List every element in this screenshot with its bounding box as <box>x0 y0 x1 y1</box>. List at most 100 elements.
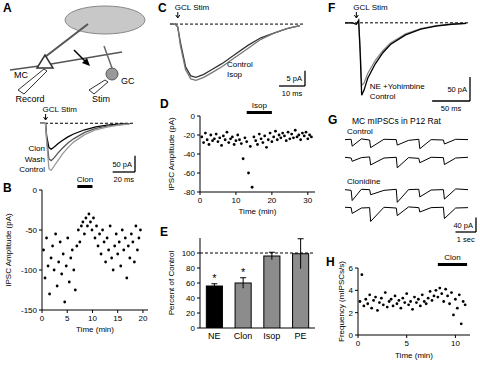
data-point <box>417 298 420 301</box>
data-point <box>419 305 422 308</box>
scale-bar-y <box>304 71 305 86</box>
x-tick-label: 20 <box>138 314 147 323</box>
figure: AMCGCRecordStimClonWashControlGCL Stim50… <box>0 0 480 372</box>
data-point <box>242 157 245 160</box>
category-label: PE <box>295 331 307 341</box>
x-tick <box>455 335 456 338</box>
data-point <box>253 136 256 139</box>
data-point <box>269 132 272 135</box>
trace <box>345 139 468 149</box>
panel-letter: F <box>328 1 335 15</box>
data-point <box>378 301 381 304</box>
series-label: Control <box>370 92 396 101</box>
data-point <box>119 265 122 268</box>
scale-label: 50 pA <box>112 160 132 169</box>
baseline <box>345 22 470 23</box>
data-point <box>462 300 465 303</box>
data-point <box>91 229 94 232</box>
x-tick <box>142 310 143 313</box>
data-point <box>278 134 281 137</box>
trace <box>345 20 466 95</box>
data-point <box>244 136 247 139</box>
data-point <box>256 143 259 146</box>
scale-label: 40 pA <box>453 221 473 230</box>
gc-soma <box>106 68 118 80</box>
data-point <box>66 237 69 240</box>
data-point <box>204 132 207 135</box>
y-tick <box>197 328 200 329</box>
mc-soma <box>37 55 53 68</box>
data-point <box>305 131 308 134</box>
data-point <box>261 141 264 144</box>
data-point <box>407 303 410 306</box>
data-point <box>287 131 290 134</box>
data-point <box>213 137 216 140</box>
data-point <box>415 301 418 304</box>
data-point <box>405 292 408 295</box>
data-point <box>444 288 447 291</box>
data-point <box>77 229 80 232</box>
arrow <box>74 50 86 62</box>
scale-bar-y <box>469 77 470 101</box>
data-point <box>380 297 383 300</box>
data-point <box>283 135 286 138</box>
data-point <box>103 241 106 244</box>
data-point <box>122 249 125 252</box>
drug-bar <box>77 185 92 188</box>
trace <box>345 189 468 202</box>
data-point <box>75 245 78 248</box>
annotation: GCL Stim <box>175 3 210 12</box>
panel-letter: H <box>326 255 335 269</box>
data-point <box>69 257 72 260</box>
data-point <box>294 129 297 132</box>
data-point <box>60 273 63 276</box>
data-point <box>107 249 110 252</box>
data-point <box>240 142 243 145</box>
y-tick <box>355 268 358 269</box>
data-point <box>276 138 279 141</box>
data-point <box>425 302 428 305</box>
data-point <box>98 233 101 236</box>
series-label: Wash <box>25 155 45 164</box>
data-point <box>411 308 414 311</box>
y-tick <box>197 116 200 117</box>
data-point <box>56 285 59 288</box>
panel-letter: C <box>158 1 167 15</box>
data-point <box>130 233 133 236</box>
data-point <box>390 298 393 301</box>
data-point <box>366 302 369 305</box>
y-tick-label: 100 <box>182 249 196 258</box>
data-point <box>401 297 404 300</box>
x-tick-label: 0 <box>198 196 203 205</box>
drug-label: Clon <box>77 175 93 184</box>
data-point <box>42 249 45 252</box>
stim-pipette <box>89 80 108 94</box>
data-point <box>65 265 68 268</box>
panel-letter: G <box>328 113 337 127</box>
data-point <box>218 136 221 139</box>
series-label: NE +Yohimbine <box>370 82 426 91</box>
x-tick <box>358 335 359 338</box>
trace <box>170 24 300 80</box>
glomerulus <box>65 6 145 34</box>
y-axis-label: Percent of Control <box>167 251 176 316</box>
data-point <box>303 135 306 138</box>
y-tick <box>39 230 42 231</box>
data-point <box>236 134 239 137</box>
y-tick-label: 0 <box>349 331 354 340</box>
x-tick-label: 0 <box>40 314 45 323</box>
bar <box>235 283 251 328</box>
x-tick <box>67 310 68 313</box>
data-point <box>227 141 230 144</box>
trace <box>345 207 468 222</box>
data-point <box>374 296 377 299</box>
arrow-head <box>82 58 90 66</box>
scale-bar-x <box>279 85 305 86</box>
data-point <box>86 225 89 228</box>
data-point <box>386 306 389 309</box>
data-point <box>372 299 375 302</box>
data-point <box>297 134 300 137</box>
category-label: Isop <box>263 331 280 341</box>
mc-dendrite <box>45 24 88 57</box>
data-point <box>133 261 136 264</box>
